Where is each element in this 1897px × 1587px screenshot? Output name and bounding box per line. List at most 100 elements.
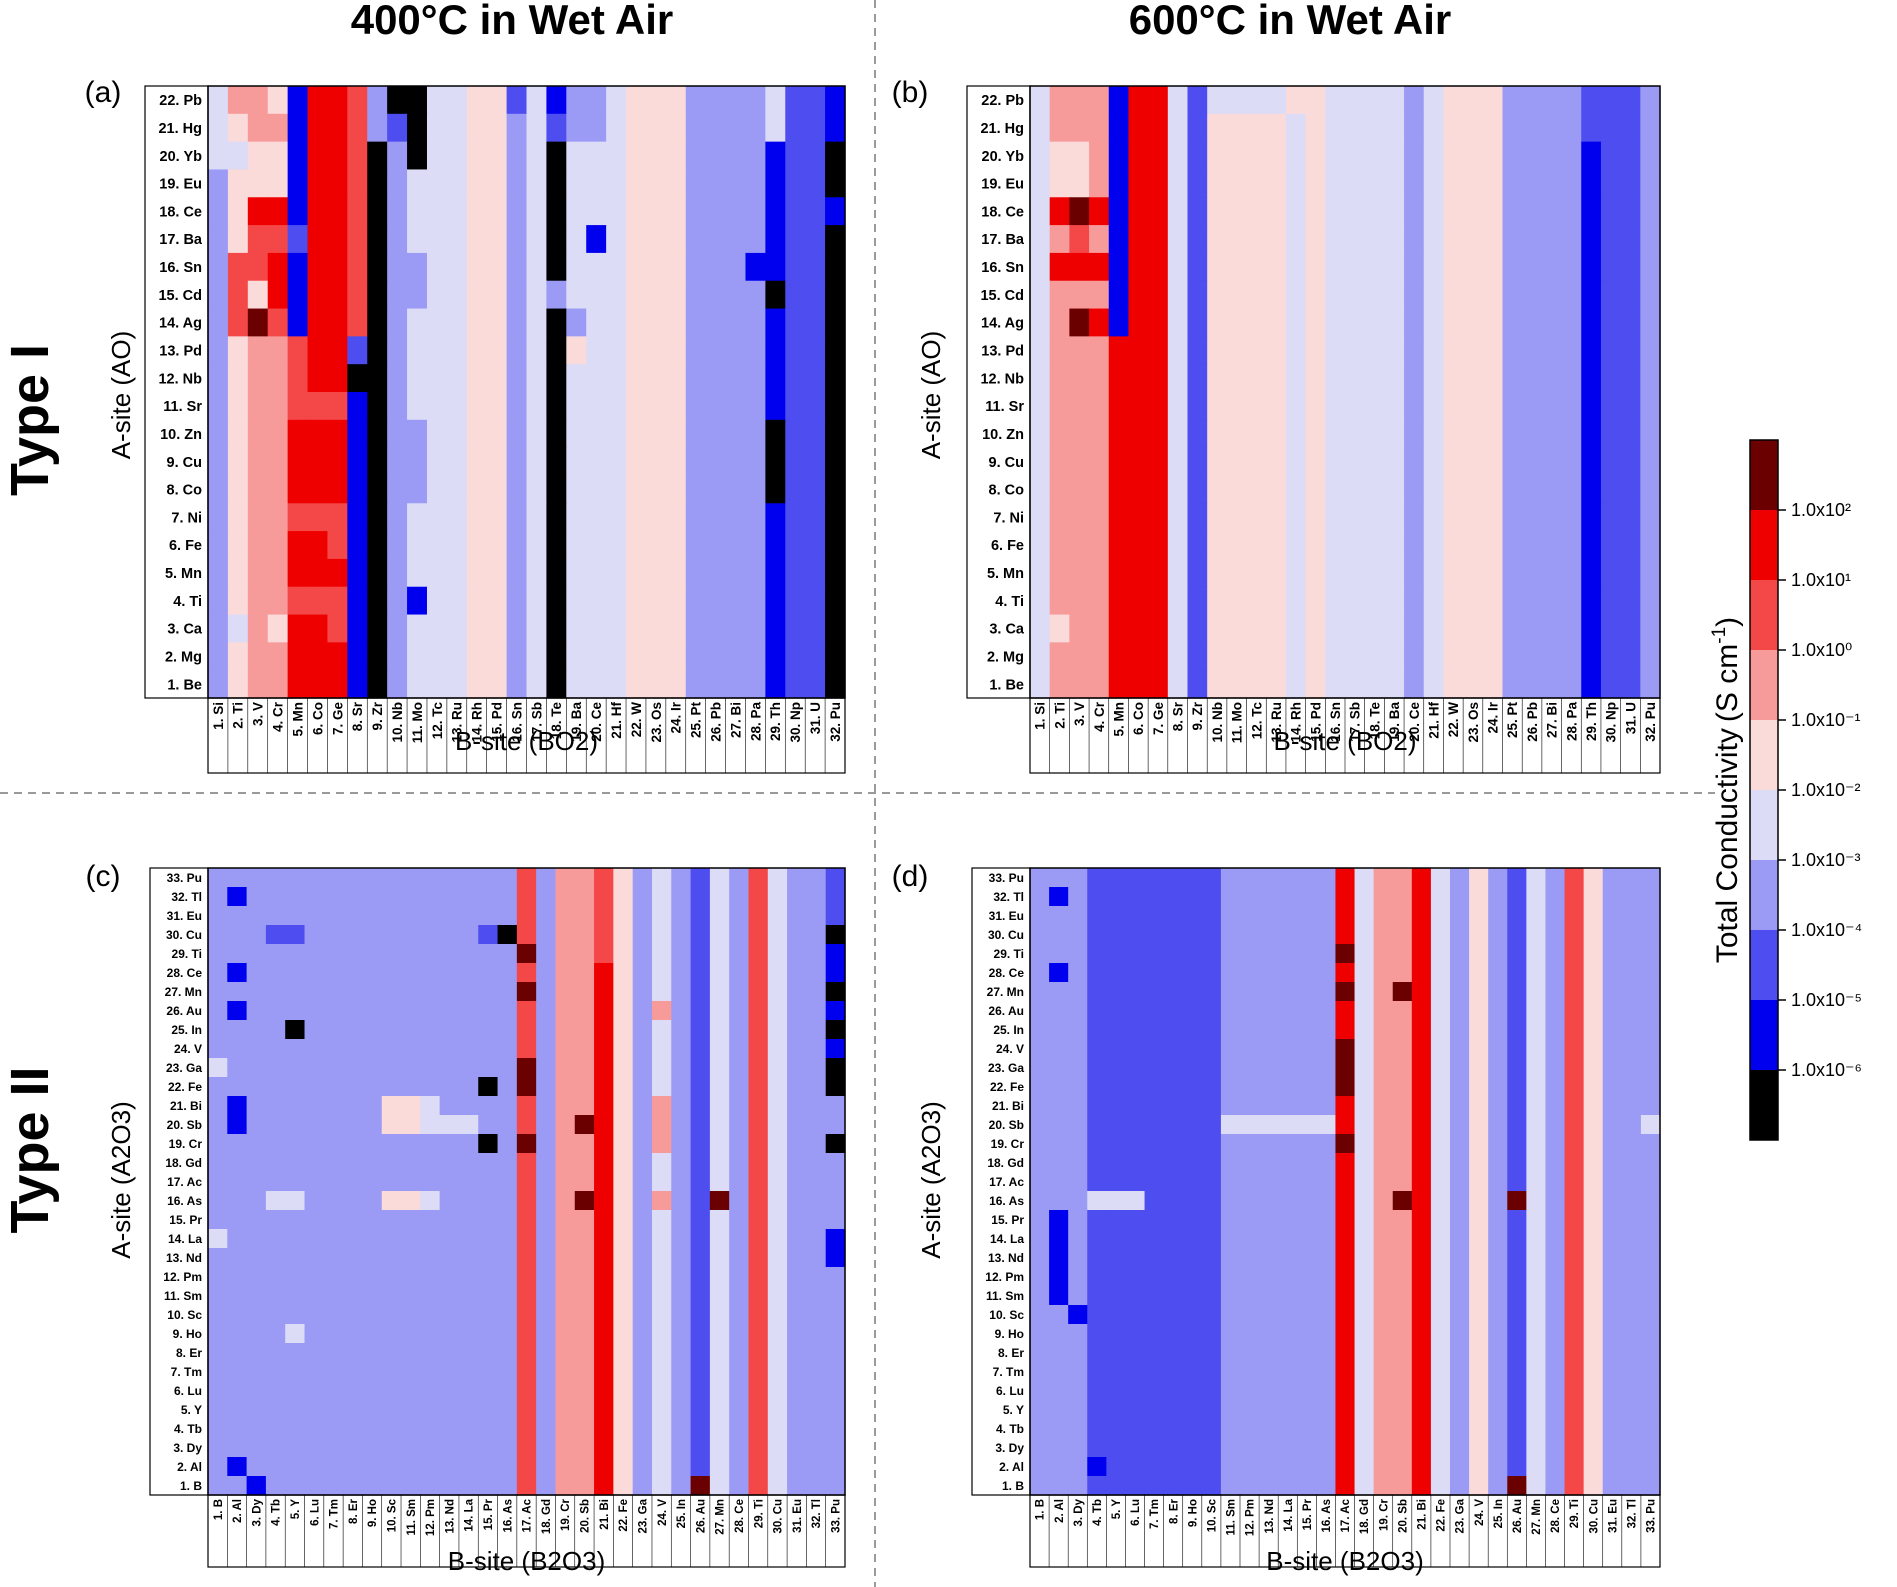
heatmap-cell <box>586 197 607 226</box>
heatmap-cell <box>1089 280 1110 310</box>
heatmap-cell <box>1278 1286 1298 1306</box>
heatmap-cell <box>1278 906 1298 926</box>
heatmap-cell <box>458 1210 479 1230</box>
heatmap-cell <box>1049 531 1070 560</box>
heatmap-cell <box>806 1191 827 1211</box>
heatmap-cell <box>1325 392 1346 421</box>
heatmap-cell <box>1182 1324 1203 1344</box>
heatmap-cell <box>1226 642 1248 671</box>
heatmap-cell <box>555 1210 576 1230</box>
heatmap-cell <box>745 447 766 477</box>
heatmap-cell <box>1620 586 1641 616</box>
heatmap-cell <box>1305 503 1326 532</box>
heatmap-cell <box>208 642 229 671</box>
heatmap-cell <box>486 169 508 198</box>
heatmap-cell <box>304 1267 325 1287</box>
x-tick-label: 18. Gd <box>1359 1499 1371 1534</box>
y-tick-label: 14. Ag <box>159 316 202 332</box>
heatmap-cell <box>1507 1381 1527 1401</box>
heatmap-cell <box>1167 252 1189 282</box>
heatmap-cell <box>1545 1020 1566 1040</box>
y-tick-label: 25. In <box>171 1023 202 1037</box>
heatmap-cell <box>506 364 528 393</box>
heatmap-cell <box>1049 1248 1069 1268</box>
heatmap-cell <box>1423 642 1445 671</box>
heatmap-cell <box>1621 963 1642 983</box>
heatmap-cell <box>805 558 826 588</box>
heatmap-cell <box>1430 1267 1451 1287</box>
heatmap-cell <box>626 169 647 198</box>
heatmap-cell <box>497 1153 518 1173</box>
heatmap-cell <box>1482 531 1504 560</box>
heatmap-cell <box>478 1134 499 1154</box>
heatmap-cell <box>729 944 750 964</box>
heatmap-cell <box>1167 503 1189 532</box>
colorbar-bin <box>1750 790 1778 861</box>
heatmap-cell <box>1488 1248 1508 1268</box>
heatmap-cell <box>1087 1438 1107 1458</box>
heatmap-cell <box>407 86 428 115</box>
heatmap-cell <box>632 1191 653 1211</box>
heatmap-cell <box>1087 1096 1107 1116</box>
heatmap-cell <box>645 86 667 115</box>
heatmap-cell <box>1266 642 1287 671</box>
heatmap-cell <box>1354 1438 1375 1458</box>
heatmap-cell <box>606 252 627 282</box>
heatmap-cell <box>1564 1362 1585 1382</box>
heatmap-cell <box>1240 906 1260 926</box>
heatmap-cell <box>1621 1400 1642 1420</box>
heatmap-cell <box>594 1343 614 1363</box>
heatmap-cell <box>705 197 727 226</box>
heatmap-cell <box>208 141 229 171</box>
heatmap-cell <box>208 1020 228 1040</box>
heatmap-cell <box>690 1115 711 1135</box>
heatmap-cell <box>1068 1096 1088 1116</box>
heatmap-cell <box>227 225 249 254</box>
heatmap-cell <box>439 1153 460 1173</box>
heatmap-cell <box>685 225 707 254</box>
heatmap-cell <box>1068 1305 1088 1325</box>
heatmap-cell <box>1259 944 1279 964</box>
heatmap-cell <box>1106 1020 1127 1040</box>
heatmap-cell <box>426 336 448 365</box>
heatmap-cell <box>1384 531 1405 560</box>
heatmap-cell <box>626 392 647 421</box>
heatmap-cell <box>347 197 368 226</box>
heatmap-cell <box>651 944 672 964</box>
heatmap-cell <box>1640 670 1661 699</box>
heatmap-cell <box>651 1248 672 1268</box>
heatmap-cell <box>574 925 595 945</box>
heatmap-cell <box>439 1039 460 1059</box>
heatmap-cell <box>362 1248 383 1268</box>
heatmap-cell <box>486 419 508 449</box>
heatmap-cell <box>208 944 228 964</box>
heatmap-cell <box>1259 1115 1279 1135</box>
heatmap-cell <box>1621 906 1642 926</box>
y-tick-label: 2. Mg <box>987 649 1024 665</box>
heatmap-cell <box>825 169 846 198</box>
heatmap-cell <box>420 1096 441 1116</box>
heatmap-cell <box>1201 1343 1222 1363</box>
heatmap-cell <box>1541 308 1563 337</box>
heatmap-cell <box>1469 1476 1489 1496</box>
heatmap-cell <box>1297 1419 1317 1439</box>
x-tick-label: 19. Ba <box>569 702 584 742</box>
heatmap-cell <box>651 1020 672 1040</box>
heatmap-cell <box>1354 1305 1375 1325</box>
heatmap-cell <box>1463 586 1484 616</box>
colorbar: 1.0x10²1.0x10¹1.0x10⁰1.0x10⁻¹1.0x10⁻²1.0… <box>1709 439 1862 1141</box>
heatmap-cell <box>725 586 747 616</box>
heatmap-cell <box>729 1343 750 1363</box>
heatmap-cell <box>506 113 528 143</box>
heatmap-cell <box>632 887 653 907</box>
heatmap-cell <box>725 280 747 310</box>
heatmap-cell <box>651 925 672 945</box>
y-tick-label: 28. Ce <box>989 966 1025 980</box>
heatmap-cell <box>1404 531 1425 560</box>
heatmap-cell <box>1049 1191 1069 1211</box>
heatmap-cell <box>1163 1248 1184 1268</box>
y-tick-label: 14. La <box>168 1232 202 1246</box>
heatmap-cell <box>362 1267 383 1287</box>
heatmap-cell <box>1220 1134 1241 1154</box>
heatmap-cell <box>594 1058 614 1078</box>
